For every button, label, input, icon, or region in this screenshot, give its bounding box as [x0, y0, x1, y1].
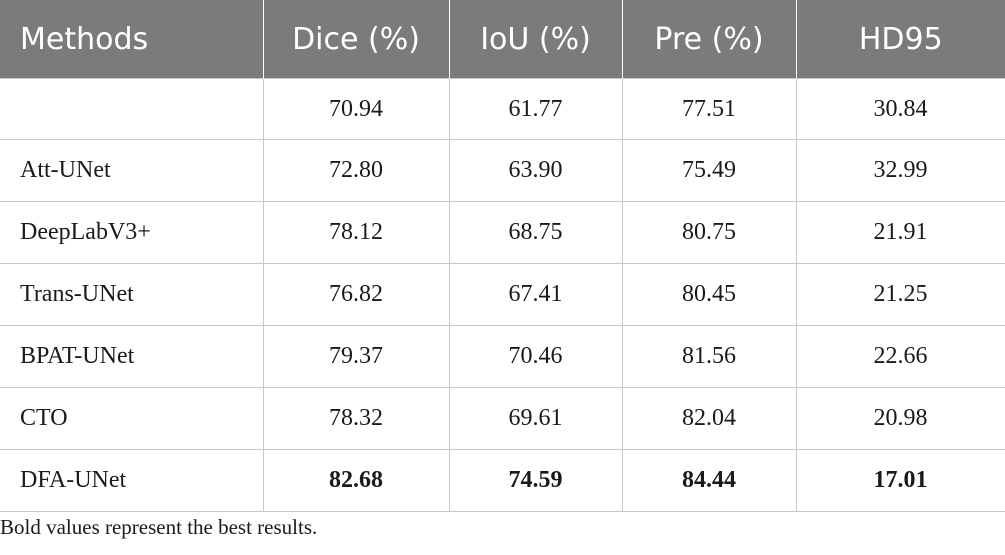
hd95-cell: 17.01 — [795, 449, 1005, 512]
dice-cell: 82.68 — [262, 449, 450, 512]
iou-cell: 63.90 — [448, 139, 623, 202]
header-row: Methods Dice (%) IoU (%) Pre (%) HD95 — [0, 0, 1005, 79]
method-cell: BPAT-UNet — [0, 325, 264, 388]
results-table-container: Methods Dice (%) IoU (%) Pre (%) HD95 70… — [0, 0, 1005, 512]
table-row: 70.94 61.77 77.51 30.84 — [0, 78, 1005, 140]
table-footnote: Bold values represent the best results. — [0, 515, 318, 539]
dice-cell: 79.37 — [262, 325, 450, 388]
hd95-cell: 22.66 — [795, 325, 1005, 388]
method-cell: DeepLabV3+ — [0, 201, 264, 264]
pre-cell: 84.44 — [621, 449, 797, 512]
hd95-cell: 21.91 — [795, 201, 1005, 264]
dice-cell: 70.94 — [262, 78, 450, 140]
dice-cell: 78.12 — [262, 201, 450, 264]
pre-cell: 80.45 — [621, 263, 797, 326]
method-cell: CTO — [0, 387, 264, 450]
table-row: BPAT-UNet 79.37 70.46 81.56 22.66 — [0, 325, 1005, 388]
table-row-best: DFA-UNet 82.68 74.59 84.44 17.01 — [0, 449, 1005, 512]
dice-cell: 78.32 — [262, 387, 450, 450]
iou-cell: 61.77 — [448, 78, 623, 140]
hd95-cell: 21.25 — [795, 263, 1005, 326]
pre-cell: 77.51 — [621, 78, 797, 140]
method-cell: Att-UNet — [0, 139, 264, 202]
table-header: Methods Dice (%) IoU (%) Pre (%) HD95 — [0, 0, 1005, 79]
iou-cell: 69.61 — [448, 387, 623, 450]
header-methods: Methods — [0, 0, 263, 79]
iou-cell: 74.59 — [448, 449, 623, 512]
table-row: CTO 78.32 69.61 82.04 20.98 — [0, 387, 1005, 450]
header-dice: Dice (%) — [262, 0, 449, 79]
iou-cell: 68.75 — [448, 201, 623, 264]
table-row: Att-UNet 72.80 63.90 75.49 32.99 — [0, 139, 1005, 202]
dice-cell: 72.80 — [262, 139, 450, 202]
pre-cell: 81.56 — [621, 325, 797, 388]
iou-cell: 67.41 — [448, 263, 623, 326]
hd95-cell: 20.98 — [795, 387, 1005, 450]
method-cell: Trans-UNet — [0, 263, 264, 326]
header-hd95: HD95 — [795, 0, 1005, 79]
hd95-cell: 30.84 — [795, 78, 1005, 140]
header-pre: Pre (%) — [621, 0, 796, 79]
results-table: Methods Dice (%) IoU (%) Pre (%) HD95 70… — [0, 0, 1005, 512]
method-cell: DFA-UNet — [0, 449, 264, 512]
pre-cell: 75.49 — [621, 139, 797, 202]
pre-cell: 80.75 — [621, 201, 797, 264]
dice-cell: 76.82 — [262, 263, 450, 326]
hd95-cell: 32.99 — [795, 139, 1005, 202]
method-cell — [0, 78, 264, 140]
pre-cell: 82.04 — [621, 387, 797, 450]
header-iou: IoU (%) — [448, 0, 622, 79]
table-body: 70.94 61.77 77.51 30.84 Att-UNet 72.80 6… — [0, 78, 1005, 512]
iou-cell: 70.46 — [448, 325, 623, 388]
table-row: DeepLabV3+ 78.12 68.75 80.75 21.91 — [0, 201, 1005, 264]
table-row: Trans-UNet 76.82 67.41 80.45 21.25 — [0, 263, 1005, 326]
